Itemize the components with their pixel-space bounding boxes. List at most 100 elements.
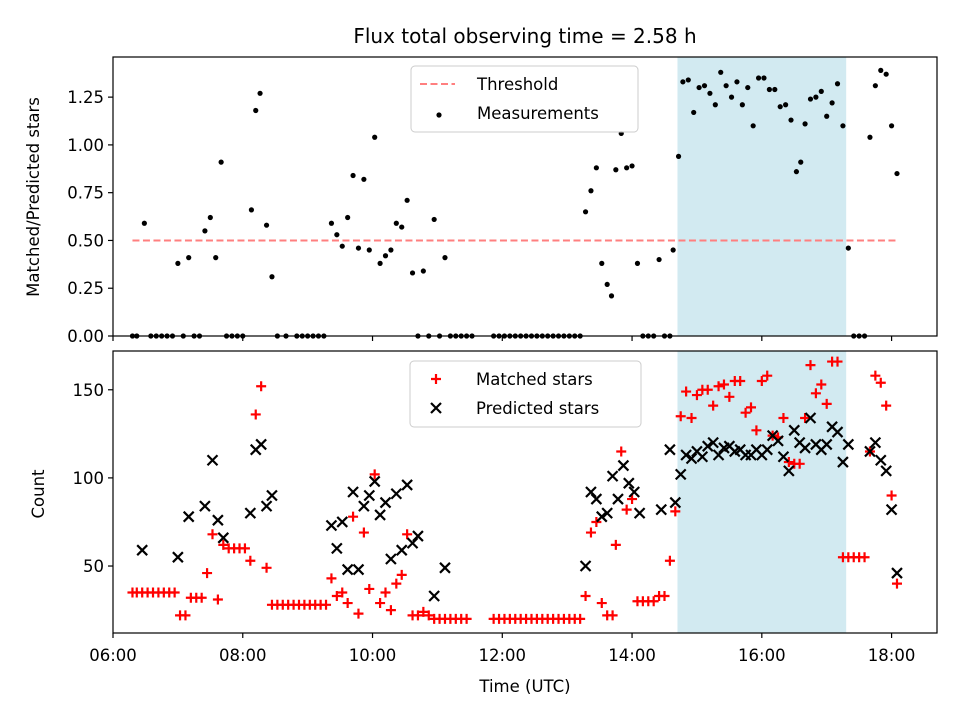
legend-label: Predicted stars bbox=[476, 399, 599, 418]
measurement-point bbox=[670, 247, 676, 253]
matched-stars-point bbox=[621, 504, 632, 515]
bottom-panel: 50 100 150 06:00 08:00 10:00 12:00 14:00 16:00 18… bbox=[73, 350, 938, 665]
matched-stars-point bbox=[875, 377, 886, 388]
predicted-stars-point bbox=[217, 532, 230, 544]
matched-stars-point bbox=[708, 400, 719, 411]
matched-stars-point bbox=[412, 610, 423, 621]
predicted-stars-point bbox=[617, 459, 630, 472]
measurement-point bbox=[608, 293, 615, 299]
measurement-point bbox=[772, 86, 778, 93]
measurement-point bbox=[807, 96, 814, 102]
predicted-stars-point bbox=[712, 449, 725, 461]
predicted-stars-point bbox=[696, 450, 709, 463]
predicted-stars-point bbox=[136, 544, 148, 556]
predicted-stars-point bbox=[428, 590, 440, 602]
measurement-point bbox=[745, 84, 751, 91]
x-tick-label: 12:00 bbox=[479, 646, 527, 665]
predicted-stars-point bbox=[585, 486, 597, 498]
matched-stars-point bbox=[375, 598, 386, 609]
predicted-stars-point bbox=[601, 507, 613, 519]
matched-stars-point bbox=[783, 457, 794, 468]
predicted-stars-point bbox=[406, 537, 419, 549]
matched-stars-point bbox=[800, 412, 811, 423]
measurement-point bbox=[339, 243, 345, 249]
matched-stars-point bbox=[342, 598, 353, 609]
measurement-point bbox=[788, 117, 794, 123]
measurement-point bbox=[186, 255, 192, 261]
matched-stars-point bbox=[202, 568, 213, 579]
matched-stars-point bbox=[364, 583, 375, 594]
matched-stars-point bbox=[402, 529, 413, 540]
matched-stars-point bbox=[648, 596, 659, 607]
predicted-stars-point bbox=[655, 503, 668, 516]
measurement-point bbox=[624, 165, 630, 171]
matched-stars-point bbox=[881, 400, 892, 411]
matched-stars-point bbox=[859, 552, 870, 563]
matched-stars-point bbox=[607, 610, 618, 621]
predicted-stars-point bbox=[680, 449, 692, 461]
predicted-stars-point bbox=[325, 519, 338, 532]
matched-stars-point bbox=[805, 360, 816, 371]
matched-stars-point bbox=[659, 590, 670, 601]
predicted-stars-point bbox=[685, 452, 698, 465]
y-tick-label: 0.25 bbox=[67, 279, 104, 298]
measurement-point bbox=[263, 222, 270, 228]
chart-title: Flux total observing time = 2.58 h bbox=[353, 24, 696, 48]
measurement-point bbox=[382, 253, 389, 259]
legend-box bbox=[410, 65, 639, 133]
matched-stars-point bbox=[616, 446, 627, 457]
predicted-stars-point bbox=[874, 454, 887, 467]
measurement-point bbox=[867, 134, 873, 140]
predicted-stars-point bbox=[379, 496, 392, 509]
matched-stars-point bbox=[321, 599, 332, 610]
matched-stars-point bbox=[256, 381, 267, 392]
matched-stars-point bbox=[380, 587, 391, 598]
measurement-point bbox=[404, 197, 410, 203]
measurement-point bbox=[420, 268, 426, 274]
measurement-point bbox=[588, 188, 594, 194]
observing-span-shade bbox=[677, 57, 847, 336]
matched-stars-point bbox=[870, 370, 881, 381]
predicted-stars-point bbox=[783, 465, 795, 477]
measurement-point bbox=[755, 75, 762, 81]
measurement-point bbox=[377, 260, 383, 266]
matched-stars-point bbox=[686, 412, 697, 423]
predicted-stars-point bbox=[772, 435, 784, 447]
measurement-point bbox=[613, 167, 619, 173]
y-tick-label: 0.75 bbox=[67, 184, 104, 203]
predicted-stars-point bbox=[347, 486, 359, 498]
bottom-y-axis-label: Count bbox=[29, 469, 48, 519]
matched-stars-point bbox=[713, 381, 724, 392]
top-y-axis-label: Matched/Predicted stars bbox=[24, 97, 43, 297]
matched-stars-point bbox=[423, 610, 434, 621]
predicted-stars-point bbox=[266, 489, 278, 502]
measurement-point bbox=[345, 214, 351, 221]
predicted-stars-point bbox=[341, 563, 354, 576]
y-tick-label: 1.00 bbox=[67, 136, 104, 155]
measurement-point bbox=[248, 207, 255, 213]
predicted-stars-point bbox=[788, 424, 801, 437]
matched-stars-point bbox=[670, 506, 681, 517]
measurement-point bbox=[355, 245, 362, 251]
measurement-point bbox=[202, 228, 208, 234]
measurement-point bbox=[872, 83, 878, 89]
predicted-stars-point bbox=[701, 440, 714, 452]
measurement-point bbox=[813, 94, 819, 100]
measurement-point bbox=[175, 260, 181, 266]
measurement-point bbox=[253, 107, 259, 114]
legend-label: Measurements bbox=[477, 104, 599, 123]
matched-stars-point bbox=[596, 598, 607, 609]
predicted-stars-point bbox=[363, 489, 376, 502]
matched-stars-point bbox=[735, 375, 746, 386]
predicted-stars-point bbox=[260, 500, 273, 512]
predicted-stars-point bbox=[864, 445, 876, 458]
y-tick-label: 1.25 bbox=[67, 88, 104, 107]
measurement-point bbox=[750, 123, 756, 129]
matched-stars-point bbox=[391, 578, 402, 589]
measurement-point bbox=[388, 247, 394, 253]
matched-stars-point bbox=[664, 555, 675, 566]
predicted-stars-point bbox=[172, 551, 184, 563]
matched-stars-point bbox=[681, 386, 692, 397]
measurement-point bbox=[761, 75, 767, 81]
predicted-stars-point bbox=[799, 442, 811, 454]
